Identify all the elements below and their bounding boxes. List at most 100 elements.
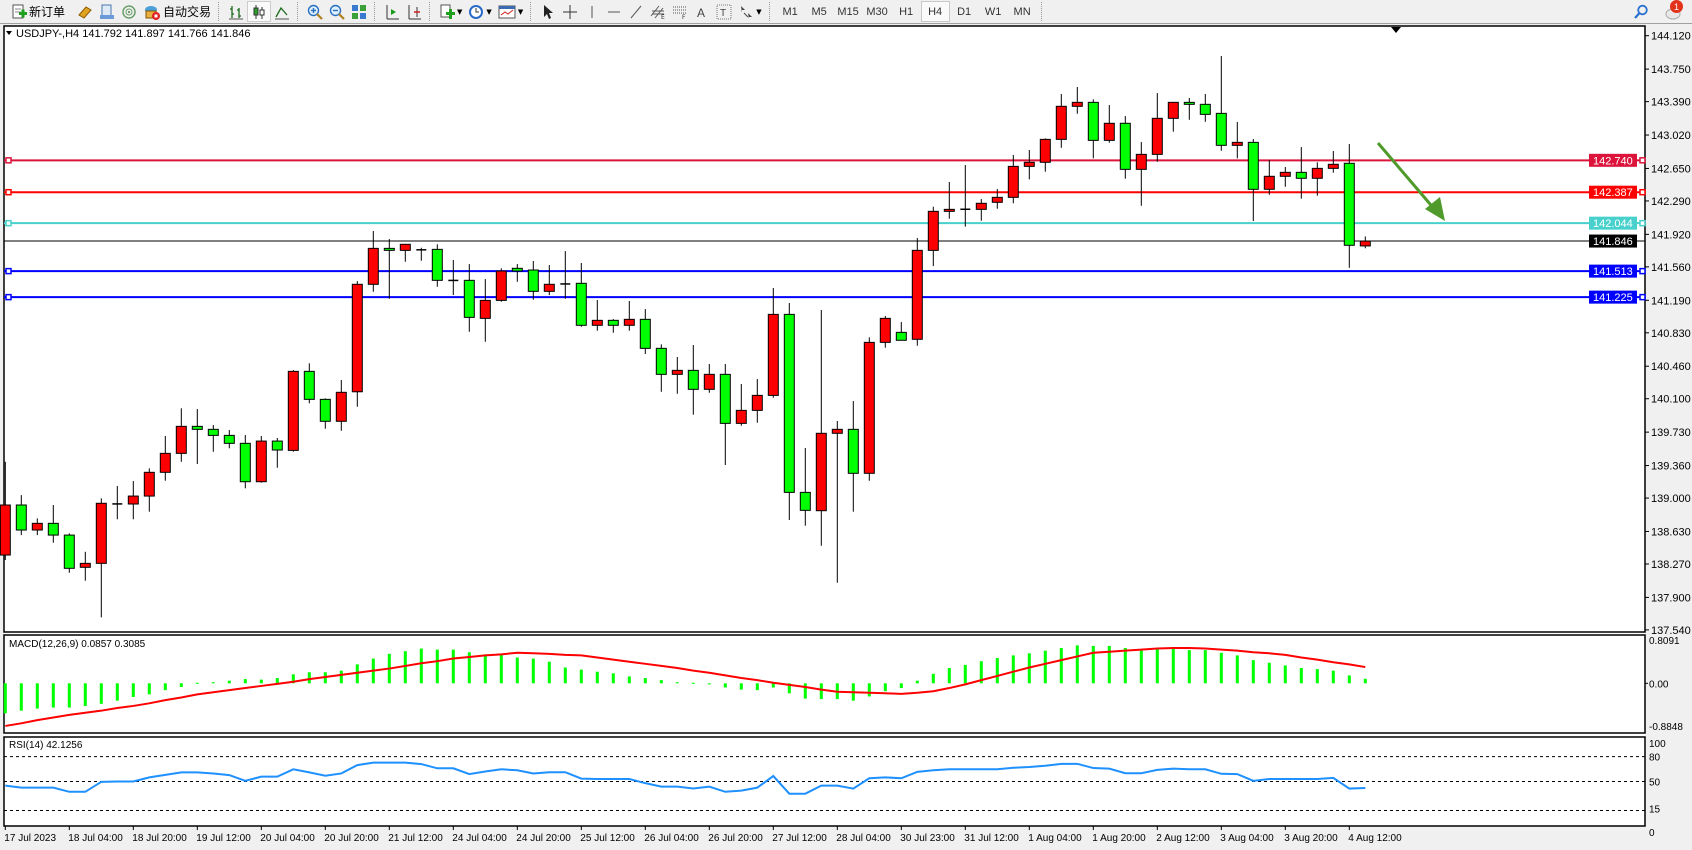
candle-body — [79, 562, 91, 568]
line-anchor-handle[interactable] — [1639, 267, 1646, 275]
crosshair-tool[interactable] — [559, 1, 581, 22]
timeframe-mn[interactable]: MN — [1013, 5, 1031, 18]
candle — [560, 251, 571, 299]
candle-body — [527, 269, 539, 292]
timeframe-d1[interactable]: D1 — [957, 5, 972, 18]
timeframe-h1[interactable]: H1 — [899, 5, 914, 18]
market-watch-button[interactable] — [74, 1, 96, 22]
candle — [543, 265, 555, 296]
line-anchor-handle[interactable] — [1639, 293, 1646, 301]
candle — [751, 379, 763, 423]
trend-arrow-shaft[interactable] — [1376, 142, 1438, 212]
candle — [863, 337, 875, 481]
line-chart-button[interactable] — [271, 1, 293, 22]
zoom-out-button[interactable] — [326, 1, 348, 22]
candle — [799, 448, 811, 526]
macd-panel[interactable]: MACD(12,26,9) 0.0857 0.3085 0.8091 0.00 -0.… — [3, 634, 1684, 734]
price-tick-label: 143.390 — [1651, 97, 1691, 109]
chart-shift-button[interactable] — [381, 1, 403, 22]
fibonacci-tool[interactable]: F — [669, 1, 691, 22]
candle — [623, 301, 635, 331]
signals-button[interactable] — [118, 1, 140, 22]
candle-body — [319, 398, 331, 422]
line-anchor-handle[interactable] — [1639, 188, 1646, 196]
macd-histogram-bar — [707, 683, 711, 685]
tile-windows-button[interactable] — [348, 1, 370, 22]
macd-histogram-bar — [1203, 650, 1207, 684]
candle-body — [1311, 167, 1323, 179]
candle-body — [1071, 101, 1083, 107]
candle — [719, 364, 731, 466]
time-label: 1 Aug 20:00 — [1092, 833, 1146, 844]
macd-histogram-bar — [259, 679, 263, 684]
line-anchor-handle[interactable] — [5, 188, 12, 196]
candle-body — [831, 428, 843, 434]
indicators-button[interactable]: ▼ — [436, 1, 465, 22]
templates-button[interactable]: ▼ — [495, 1, 526, 22]
notifications-button[interactable]: 1 — [1662, 0, 1686, 22]
navigator-button[interactable] — [96, 1, 118, 22]
candle — [1343, 144, 1355, 268]
macd-title: MACD(12,26,9) 0.0857 0.3085 — [9, 639, 146, 650]
text-tool[interactable]: A — [691, 1, 713, 22]
macd-histogram-bar — [963, 664, 967, 684]
vertical-line-tool[interactable] — [581, 1, 603, 22]
toolbar: 新订单 自动交易 ▼ ▼ ▼ E F A T ▼ M1 M5 M15 M30 H1 H4 D… — [0, 0, 1692, 24]
periods-button[interactable]: ▼ — [465, 1, 494, 22]
equidistant-channel-tool[interactable]: E — [647, 1, 669, 22]
candle — [463, 264, 475, 332]
main-price-panel[interactable]: 144.120 143.750 143.390 143.020 142.650 142.2… — [0, 25, 1691, 637]
candle-body — [0, 504, 11, 556]
timeframe-m15[interactable]: M15 — [837, 5, 859, 18]
timeframe-m1[interactable]: M1 — [782, 5, 798, 18]
candle — [1215, 56, 1227, 151]
candle — [767, 288, 779, 398]
auto-trading-button[interactable]: 自动交易 — [140, 1, 214, 22]
candle — [1327, 151, 1339, 173]
chart-shift-marker-icon[interactable] — [1391, 27, 1401, 33]
candle — [607, 319, 619, 333]
collapse-triangle-icon[interactable] — [6, 31, 12, 35]
candle — [495, 268, 507, 302]
line-anchor-handle[interactable] — [5, 219, 12, 227]
candle — [95, 498, 107, 618]
arrows-tool[interactable]: ▼ — [735, 1, 764, 22]
notification-badge: 1 — [1670, 0, 1683, 13]
toolbar-separator — [1040, 2, 1044, 21]
timeframe-w1[interactable]: W1 — [984, 5, 1002, 18]
chart-window[interactable]: 144.120 143.750 143.390 143.020 142.650 142.2… — [0, 24, 1692, 850]
text-label-tool[interactable]: T — [713, 1, 735, 22]
macd-histogram-bar — [579, 669, 583, 684]
timeframe-m5[interactable]: M5 — [811, 5, 827, 18]
horizontal-line-tool[interactable] — [603, 1, 625, 22]
macd-histogram-bar — [595, 671, 599, 684]
line-anchor-handle[interactable] — [5, 157, 12, 164]
trendline-tool[interactable] — [625, 1, 647, 22]
macd-histogram-bar — [1011, 655, 1015, 684]
candle-body — [847, 428, 859, 474]
auto-scroll-button[interactable] — [403, 1, 425, 22]
timeframe-m30[interactable]: M30 — [866, 5, 888, 18]
candle-body — [991, 196, 1003, 203]
new-order-button[interactable]: 新订单 — [8, 1, 68, 22]
search-button[interactable] — [1630, 1, 1652, 22]
line-anchor-handle[interactable] — [1639, 157, 1646, 164]
rsi-panel[interactable]: RSI(14) 42.1256 100 80 50 15 0 — [3, 736, 1666, 839]
candle-body — [1183, 101, 1195, 105]
candle-body — [47, 522, 59, 536]
timeframe-h4[interactable]: H4 — [920, 1, 950, 22]
bar-chart-button[interactable] — [225, 1, 247, 22]
candle-body — [671, 369, 683, 375]
candle-body — [751, 394, 763, 411]
zoom-in-button[interactable] — [304, 1, 326, 22]
macd-histogram-bar — [163, 683, 167, 691]
macd-histogram-bar — [307, 672, 311, 684]
macd-histogram-bar — [211, 682, 215, 684]
candle — [1007, 154, 1019, 204]
line-anchor-handle[interactable] — [5, 293, 12, 301]
cursor-tool[interactable] — [537, 1, 559, 22]
candle-body — [1343, 162, 1355, 246]
candlestick-chart-button[interactable] — [247, 1, 272, 22]
line-anchor-handle[interactable] — [5, 267, 12, 275]
line-anchor-handle[interactable] — [1639, 219, 1646, 227]
